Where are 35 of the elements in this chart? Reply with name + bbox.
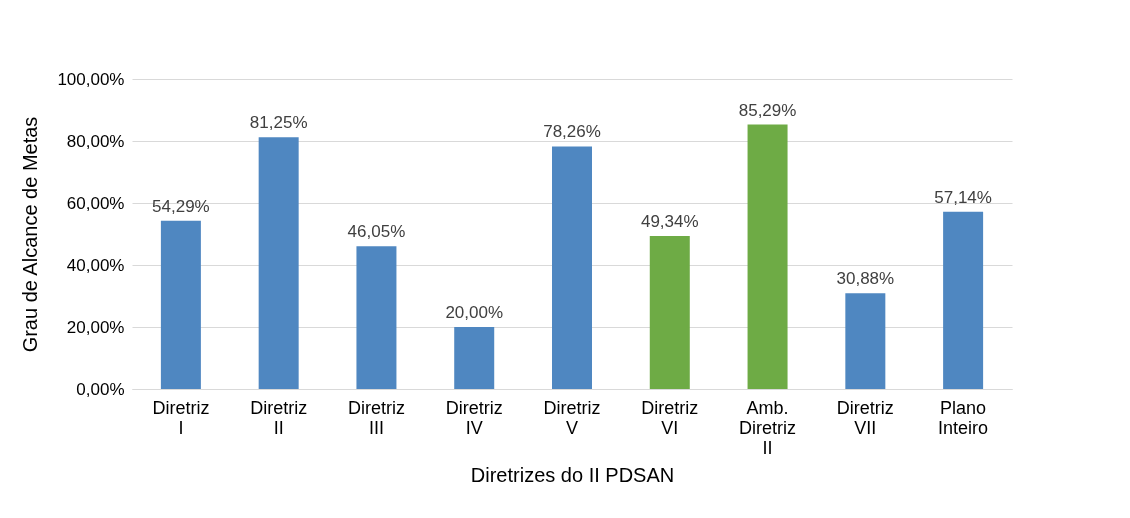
x-axis-title: Diretrizes do II PDSAN xyxy=(470,463,675,486)
bar xyxy=(845,293,886,389)
bar xyxy=(160,220,201,389)
data-label: 54,29% xyxy=(152,196,210,216)
bar xyxy=(552,146,592,389)
data-label: 78,26% xyxy=(543,122,601,142)
x-tick-label: Diretriz III xyxy=(347,397,405,438)
x-tick-label: Amb. Diretriz II xyxy=(739,397,797,458)
data-label: 30,88% xyxy=(836,269,895,289)
data-label: 20,00% xyxy=(445,303,504,322)
bar xyxy=(356,246,397,389)
x-tick-label: Diretriz IV xyxy=(445,397,503,438)
y-tick-label: 40,00% xyxy=(66,255,125,275)
y-tick-label: 60,00% xyxy=(66,193,125,213)
data-label: 81,25% xyxy=(249,113,308,133)
y-tick-label: 0,00% xyxy=(76,379,125,399)
bar xyxy=(258,137,299,389)
x-tick-label: Plano Inteiro xyxy=(938,397,989,438)
data-label: 57,14% xyxy=(934,187,992,207)
data-label: 49,34% xyxy=(640,212,699,232)
bar xyxy=(747,124,788,389)
x-tick-label: Diretriz VII xyxy=(836,397,894,438)
x-tick-label: Diretriz II xyxy=(250,397,308,438)
data-label: 85,29% xyxy=(738,100,797,120)
y-tick-label: 100,00% xyxy=(57,69,125,89)
bar xyxy=(943,211,984,389)
y-axis-title: Grau de Alcance de Metas xyxy=(19,116,42,353)
data-label: 46,05% xyxy=(347,222,406,242)
bar xyxy=(649,236,690,389)
x-tick-label: Diretriz I xyxy=(152,397,210,438)
x-tick-label: Diretriz VI xyxy=(641,397,699,438)
y-tick-label: 80,00% xyxy=(66,131,125,151)
bar xyxy=(454,327,495,389)
x-tick-label: Diretriz V xyxy=(543,397,601,438)
y-tick-label: 20,00% xyxy=(66,317,125,337)
